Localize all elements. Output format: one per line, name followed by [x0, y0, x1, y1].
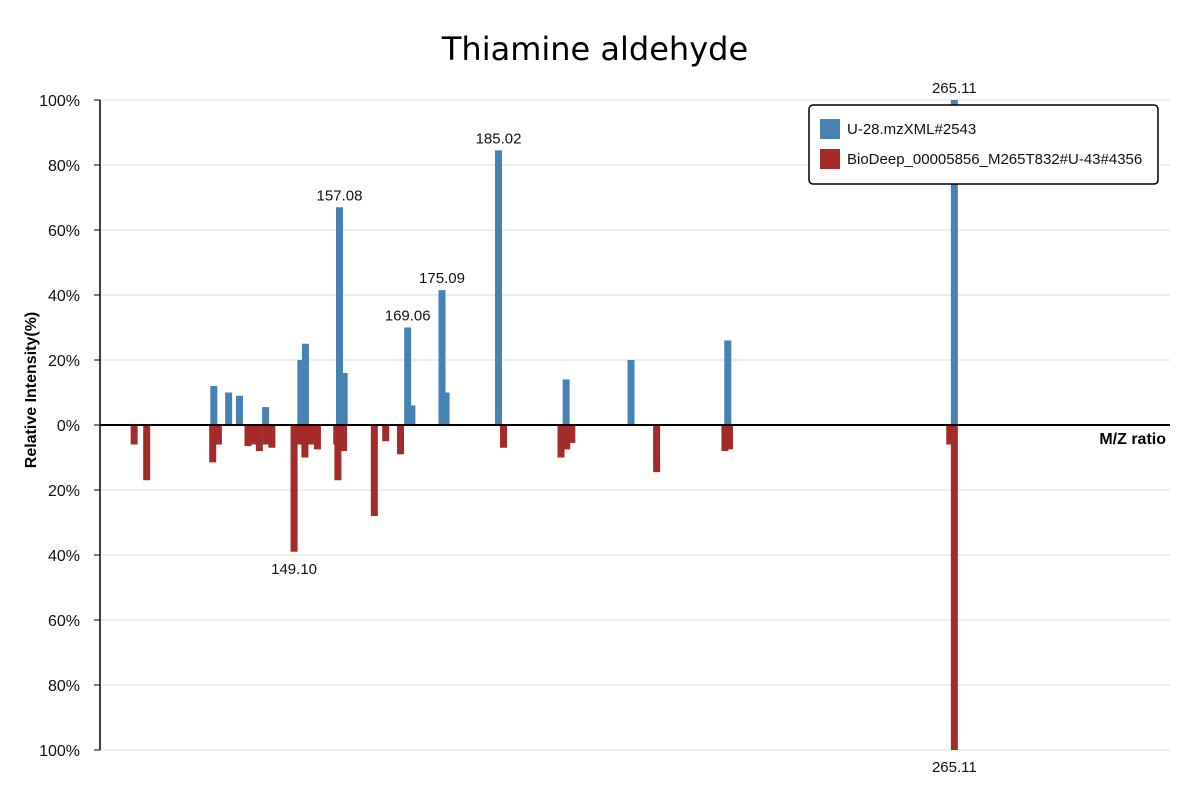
bar-reference [568, 425, 576, 443]
y-tick-label: 60% [48, 223, 80, 240]
bar-reference [370, 425, 378, 516]
legend-box [808, 104, 1159, 185]
y-ticks: 100% 80% 60% 40% 20% 0% 20% 40% 60% 80% 100% [39, 93, 100, 760]
bar-reference [557, 425, 565, 458]
chart-title: Thiamine aldehyde [441, 30, 748, 68]
bar-reference [268, 425, 276, 448]
peak-label: 185.02 [476, 130, 522, 147]
bar-query [724, 340, 732, 425]
y-tick-label: 20% [48, 353, 80, 370]
bar-query [627, 360, 635, 425]
y-axis-label: Relative Intensity(%) [23, 312, 40, 468]
bar-query [408, 405, 416, 425]
bar-reference [725, 425, 733, 450]
bar-query [301, 343, 309, 425]
peak-label: 175.09 [419, 270, 465, 287]
bar-reference [209, 425, 217, 463]
bar-reference [296, 425, 304, 445]
axes [99, 100, 1170, 750]
y-tick-label: 60% [48, 613, 80, 630]
bar-reference [721, 425, 729, 451]
bar-query [950, 100, 958, 425]
bar-query [225, 392, 233, 425]
bar-reference [500, 425, 508, 448]
peak-label: 157.08 [317, 187, 363, 204]
legend-swatch-reference [820, 149, 840, 169]
bar-reference [290, 425, 298, 552]
bar-reference [313, 425, 321, 450]
y-tick-label: 100% [39, 743, 80, 760]
bar-reference [653, 425, 661, 473]
bar-reference [397, 425, 405, 455]
bar-reference [382, 425, 390, 442]
peak-label: 265.11 [932, 80, 977, 97]
bar-query [340, 373, 348, 425]
bar-query [442, 392, 450, 425]
peak-label: 149.10 [271, 561, 317, 578]
peak-label: 265.11 [932, 759, 977, 776]
bar-reference [244, 425, 252, 447]
bar-reference [950, 425, 958, 750]
legend-swatch-query [820, 119, 840, 139]
legend: U-28.mzXML#2543 BioDeep_00005856_M265T83… [808, 104, 1159, 185]
x-axis-label: M/Z ratio [1099, 431, 1166, 448]
bars [130, 100, 958, 750]
bar-reference [563, 425, 571, 450]
bar-query [438, 290, 446, 425]
bar-query [262, 407, 270, 425]
bar-query [495, 150, 503, 425]
bar-query [404, 327, 412, 425]
bar-reference [946, 425, 954, 445]
legend-label-reference: BioDeep_00005856_M265T832#U-43#4356 [847, 151, 1142, 168]
bar-reference [334, 425, 342, 481]
bar-query [297, 360, 305, 425]
y-tick-label: 0% [57, 418, 80, 435]
bar-reference [250, 425, 258, 445]
bar-query [235, 395, 243, 425]
y-tick-label: 40% [48, 548, 80, 565]
bar-query [210, 386, 218, 425]
bar-reference [307, 425, 315, 445]
bar-query [335, 207, 343, 425]
legend-label-query: U-28.mzXML#2543 [847, 121, 976, 138]
y-tick-label: 40% [48, 288, 80, 305]
bar-reference [338, 425, 346, 445]
bar-reference [262, 425, 270, 445]
peak-labels: 157.08 169.06 175.09 185.02 265.11 149.10 265.… [271, 80, 977, 776]
peak-label: 169.06 [385, 308, 431, 325]
y-tick-label: 80% [48, 158, 80, 175]
bar-reference [301, 425, 309, 458]
y-tick-label: 80% [48, 678, 80, 695]
bar-reference [214, 425, 222, 445]
y-tick-label: 20% [48, 483, 80, 500]
bar-reference [255, 425, 263, 451]
bar-reference [333, 425, 341, 445]
gridlines [100, 99, 1170, 751]
bar-query [562, 379, 570, 425]
y-tick-label: 100% [39, 93, 80, 110]
bar-reference [143, 425, 151, 481]
bar-reference [130, 425, 138, 445]
